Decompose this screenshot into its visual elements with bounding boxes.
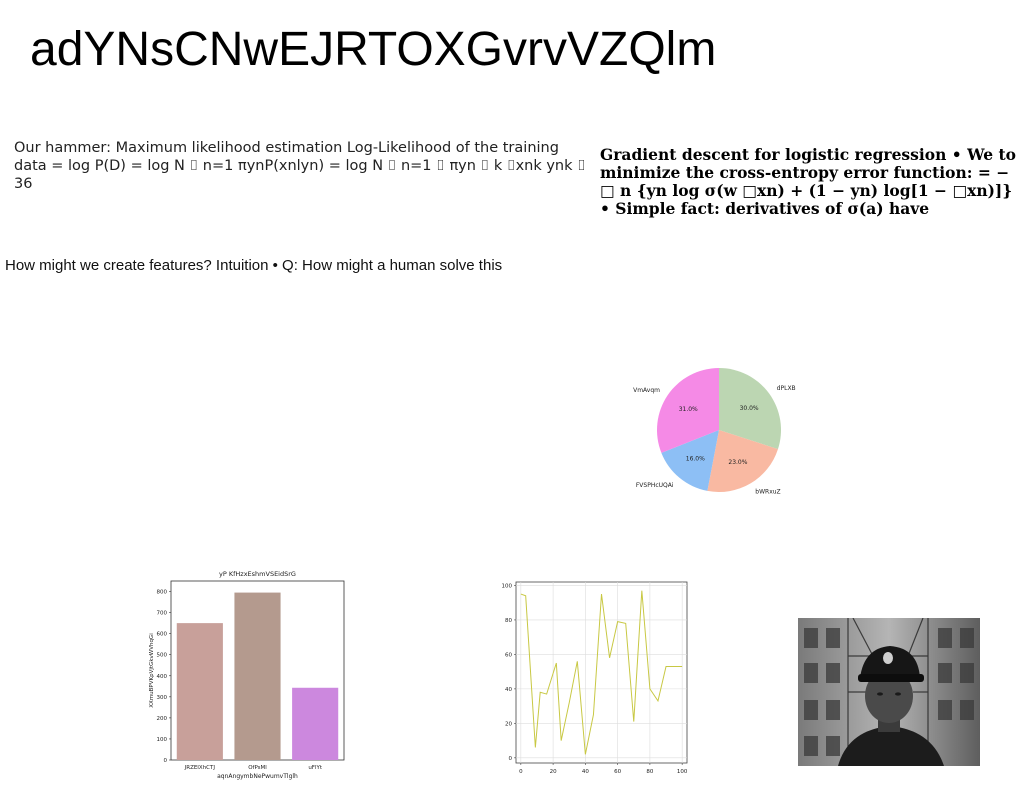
bar-ytick-label: 200: [157, 716, 168, 722]
pie-category-label: FVSPHcUQAi: [636, 482, 674, 489]
bar-uFlYt: [292, 687, 339, 760]
pie-slice-bWRxuZ: [707, 430, 778, 492]
bar-chart-title: yP KfHzxEshmVSEidSrG: [219, 570, 296, 578]
middle-text-line: How might we create features? Intuition …: [5, 257, 503, 274]
line-ytick-label: 0: [509, 756, 513, 762]
pie-category-label: bWRxuZ: [755, 488, 780, 495]
line-ytick-label: 20: [505, 721, 512, 727]
page-title: adYNsCNwEJRTOXGvrvVZQlm: [30, 23, 717, 76]
bar-xtick-label: uFlYt: [308, 765, 323, 771]
line-xtick-label: 100: [677, 769, 688, 775]
line-series: [520, 590, 683, 755]
line-ytick-label: 80: [505, 618, 512, 624]
line-ytick-label: 60: [505, 652, 512, 658]
bar-xtick-label: OfPsMl: [248, 765, 267, 771]
bar-ytick-label: 500: [157, 653, 168, 659]
pie-slice-dPLXB: [719, 368, 781, 450]
bar-ytick-label: 700: [157, 611, 168, 617]
bar-ytick-label: 0: [164, 758, 168, 764]
bar-ytick-label: 100: [157, 737, 168, 743]
bar-xlabel: aqnAngymbNePwumvTlglh: [217, 773, 298, 780]
bar-xtick-label: JRZEIXhCTJ: [184, 765, 216, 771]
pie-chart: 30.0% dPLXB 23.0% bWRxuZ 16.0% FVSPHcUQAi 31.0…: [633, 368, 796, 495]
line-ytick-label: 100: [502, 583, 513, 589]
pie-category-label: dPLXB: [777, 385, 796, 392]
line-xtick-label: 40: [582, 769, 589, 775]
photo-police-officer: [798, 618, 980, 766]
line-ytick-label: 40: [505, 687, 512, 693]
bar-chart: yP KfHzxEshmVSEidSrG 0 100 200 300 400 500 600 7…: [149, 570, 345, 780]
left-text-block: Our hammer: Maximum likelihood estimatio…: [14, 140, 586, 192]
right-text-block: Gradient descent for logistic regression…: [600, 145, 1016, 218]
line-chart: 0 20 40 60 80 100 0 20 40 60 80 100: [502, 581, 688, 775]
line-plot-frame: [515, 581, 688, 764]
pie-pct-label: 31.0%: [679, 406, 698, 413]
bar-JRZEIXhCTJ: [176, 623, 223, 760]
bar-ytick-label: 600: [157, 632, 168, 638]
line-xtick-label: 20: [550, 769, 557, 775]
pie-pct-label: 23.0%: [728, 459, 747, 466]
pie-slice-VmAvqm: [657, 368, 719, 453]
line-xtick-label: 80: [646, 769, 653, 775]
pie-category-label: VmAvqm: [633, 387, 660, 394]
line-xtick-label: 60: [614, 769, 621, 775]
pie-pct-label: 30.0%: [740, 405, 759, 412]
bar-OfPsMl: [234, 592, 281, 760]
bar-ytick-label: 300: [157, 695, 168, 701]
bar-ytick-label: 800: [157, 590, 168, 596]
pie-pct-label: 16.0%: [686, 456, 705, 463]
pie-slice-FVSPHcUQAi: [661, 430, 719, 491]
bar-ylabel: XXmuBPVKpVjtGkvWVhqGi: [149, 633, 155, 708]
bar-ytick-label: 400: [157, 674, 168, 680]
line-xtick-label: 0: [519, 769, 523, 775]
